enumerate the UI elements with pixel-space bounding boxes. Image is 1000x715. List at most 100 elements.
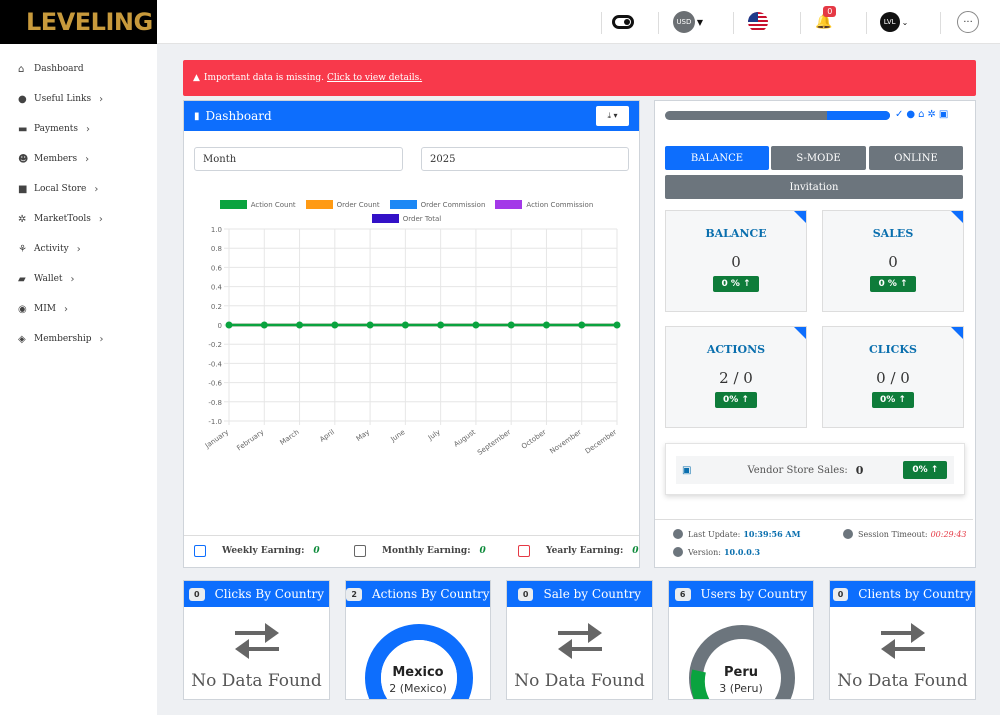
- invitation-button[interactable]: Invitation: [665, 175, 963, 199]
- sidebar-item-membership[interactable]: ◈ Membership ›: [18, 333, 104, 345]
- legend-label: Action Commission: [526, 200, 594, 209]
- bell-icon: 🔔 0: [815, 6, 837, 30]
- calendar-month-icon: [354, 545, 366, 557]
- balance-pct-badge: 0 % ↑: [713, 276, 759, 292]
- legend-label: Action Count: [250, 200, 296, 209]
- period-select[interactable]: Month: [194, 147, 403, 171]
- chevron-right-icon: ›: [86, 123, 90, 135]
- sidebar-item-markettools[interactable]: ✲ MarketTools ›: [18, 213, 103, 225]
- theme-toggle[interactable]: [610, 0, 636, 44]
- home-icon[interactable]: ⌂: [918, 109, 925, 120]
- clicks-by-country-card: 0 Clicks By Country No Data Found: [183, 580, 330, 700]
- download-button[interactable]: ⤓ ▾: [596, 106, 629, 126]
- logo[interactable]: LEVELING: [0, 0, 157, 44]
- smode-button[interactable]: S-MODE: [771, 146, 866, 170]
- sidebar-item-local-store[interactable]: ■ Local Store ›: [18, 183, 99, 195]
- no-data-text: No Data Found: [514, 671, 645, 691]
- alert-message: Important data is missing.: [203, 73, 325, 83]
- data-point: [296, 321, 304, 329]
- y-tick-label: -1.0: [208, 418, 222, 426]
- chevron-down-icon: ⌄: [901, 17, 909, 27]
- x-tick-label: August: [452, 428, 477, 449]
- x-tick-label: December: [584, 428, 618, 455]
- wallet-icon: ▰: [18, 273, 26, 285]
- y-tick-label: 0.4: [211, 284, 223, 292]
- legend-item[interactable]: Order Total: [371, 214, 442, 223]
- currency-dropdown[interactable]: USD ▼: [670, 0, 706, 44]
- online-button[interactable]: ONLINE: [869, 146, 963, 170]
- card-header: 0 Sale by Country: [507, 581, 652, 607]
- sidebar: ⌂ Dashboard ● Useful Links › ▬ Payments › ☻ Me…: [0, 44, 157, 715]
- y-tick-label: 0.8: [211, 245, 222, 253]
- y-tick-label: 0.2: [211, 303, 222, 311]
- data-point: [542, 321, 550, 329]
- panel-title: Dashboard: [205, 109, 272, 123]
- sidebar-item-members[interactable]: ☻ Members ›: [18, 153, 90, 165]
- data-point: [507, 321, 515, 329]
- progress-fill: [827, 111, 890, 120]
- info-icon: [673, 547, 683, 557]
- actions-card: ACTIONS 2 / 0 0% ↑: [665, 326, 807, 428]
- info-icon: ●: [18, 93, 27, 105]
- account-panel: ✓ ● ⌂ ✲ ▣ BALANCE S-MODE ONLINE Invitati…: [654, 100, 976, 568]
- tool-icons: ✓ ● ⌂ ✲ ▣: [895, 109, 948, 120]
- alert-details-link[interactable]: Click to view details.: [327, 73, 423, 83]
- chevron-right-icon: ›: [64, 303, 68, 315]
- sidebar-item-wallet[interactable]: ▰ Wallet ›: [18, 273, 75, 285]
- code-icon[interactable]: ▣: [938, 109, 949, 120]
- sidebar-item-useful-links[interactable]: ● Useful Links ›: [18, 93, 104, 105]
- legend-label: Order Commission: [420, 200, 486, 209]
- chevron-right-icon: ›: [98, 213, 103, 225]
- divider: [655, 519, 973, 520]
- check-double-icon[interactable]: ✓: [895, 109, 904, 120]
- missing-data-alert: ▲ Important data is missing. Click to vi…: [183, 60, 976, 96]
- actions-pct-badge: 0% ↑: [715, 392, 757, 408]
- x-tick-label: July: [426, 428, 442, 442]
- clock-icon: [673, 529, 683, 539]
- download-icon: ⤓ ▾: [607, 111, 618, 120]
- layers-icon: ◈: [18, 333, 26, 345]
- chevron-right-icon: ›: [76, 243, 81, 255]
- year-select[interactable]: 2025: [421, 147, 629, 171]
- caret-down-icon: ▼: [696, 17, 704, 27]
- y-tick-label: 0.6: [211, 264, 223, 272]
- sidebar-item-mim[interactable]: ◉ MIM ›: [18, 303, 68, 315]
- y-tick-label: 1.0: [211, 226, 222, 234]
- vendor-value: 0: [855, 463, 864, 477]
- language-selector[interactable]: [746, 0, 770, 44]
- donut-segment-other: [690, 669, 710, 699]
- donut-country-label: Peru: [723, 665, 758, 680]
- legend-swatch: [219, 200, 247, 209]
- chevron-right-icon: ›: [99, 93, 104, 105]
- gear-icon[interactable]: ✲: [927, 109, 936, 120]
- chevron-right-icon: ›: [70, 273, 75, 285]
- legend-item[interactable]: Action Commission: [495, 200, 593, 209]
- notifications-button[interactable]: 🔔 0: [810, 0, 838, 44]
- card-header: 0 Clients by Country: [830, 581, 975, 607]
- divider: [733, 12, 734, 34]
- more-icon: ···: [957, 11, 979, 33]
- data-point: [472, 321, 480, 329]
- user-menu[interactable]: LVL ⌄: [876, 0, 912, 44]
- sidebar-item-activity[interactable]: ⚘ Activity ›: [18, 243, 81, 255]
- legend-item[interactable]: Order Commission: [389, 200, 486, 209]
- no-data-text: No Data Found: [837, 671, 968, 691]
- x-tick-label: May: [355, 428, 371, 443]
- sidebar-item-dashboard[interactable]: ⌂ Dashboard: [18, 63, 84, 75]
- toggle-icon: [612, 15, 634, 29]
- legend-item[interactable]: Action Count: [219, 200, 296, 209]
- bag-icon: ■: [18, 183, 28, 195]
- legend-item[interactable]: Order Count: [305, 200, 380, 209]
- balance-button[interactable]: BALANCE: [665, 146, 769, 170]
- donut-segment-mexico: [365, 624, 473, 699]
- donut-detail-label: 2 (Mexico): [389, 682, 447, 695]
- x-tick-label: March: [279, 428, 301, 447]
- legend-label: Order Total: [402, 214, 442, 223]
- x-tick-label: October: [520, 428, 548, 451]
- more-button[interactable]: ···: [955, 0, 981, 44]
- donut-chart: [689, 625, 795, 699]
- lightbulb-icon[interactable]: ●: [906, 109, 916, 120]
- sidebar-item-payments[interactable]: ▬ Payments ›: [18, 123, 90, 135]
- legend-swatch: [389, 200, 417, 209]
- dashboard-panel: ▮ Dashboard ⤓ ▾ Month 2025 Action Count O…: [183, 100, 640, 568]
